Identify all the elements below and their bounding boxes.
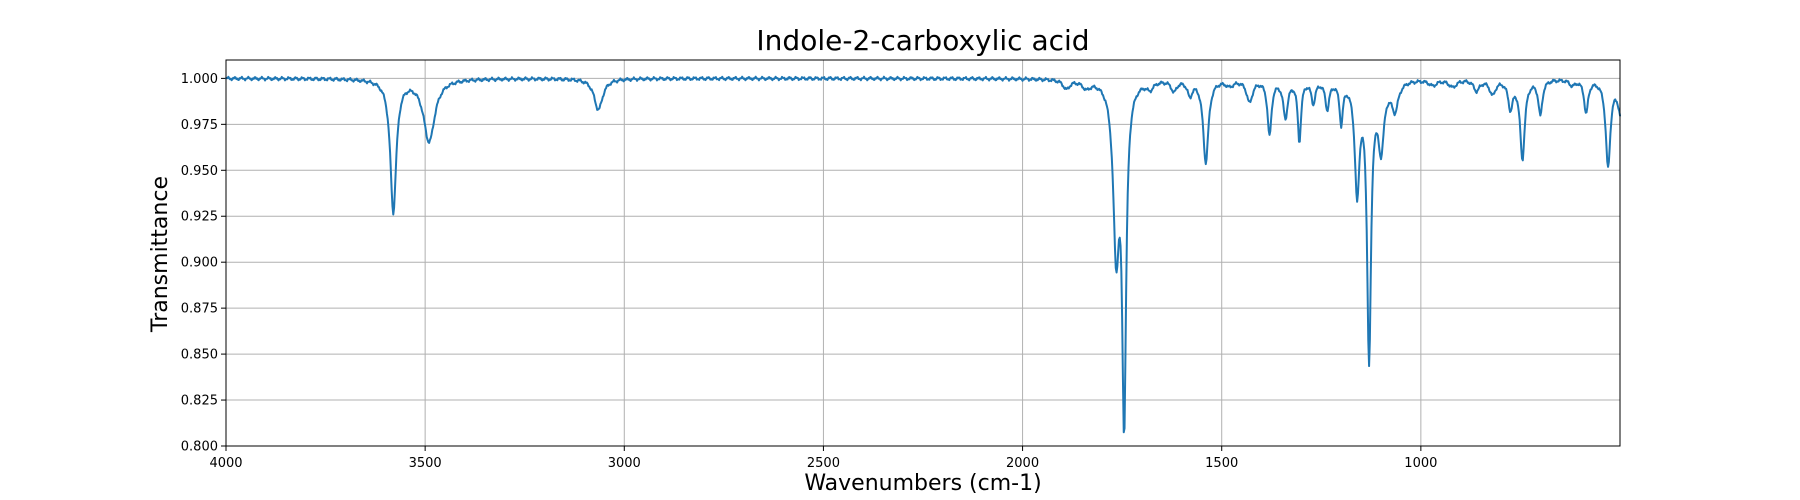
y-tick-label: 0.825 — [181, 394, 218, 409]
y-tick-label: 0.850 — [181, 348, 218, 363]
x-tick-label: 1000 — [1404, 456, 1437, 471]
x-tick-label: 3000 — [608, 456, 641, 471]
y-axis-label: Transmittance — [148, 176, 173, 333]
y-tick-label: 0.975 — [181, 118, 218, 133]
plot-frame — [225, 59, 1621, 447]
y-tick-label: 0.900 — [181, 256, 218, 271]
y-tick-label: 0.925 — [181, 210, 218, 225]
spectrum-line — [225, 75, 1621, 434]
y-tick-label: 0.800 — [181, 440, 218, 455]
y-tick-label: 1.000 — [181, 72, 218, 87]
y-tick-label: 0.875 — [181, 302, 218, 317]
x-tick-label: 2000 — [1006, 456, 1039, 471]
x-axis-label: Wavenumbers (cm-1) — [804, 471, 1041, 496]
x-tick-label: 3500 — [409, 456, 442, 471]
x-tick-label: 1500 — [1205, 456, 1238, 471]
y-tick-label: 0.950 — [181, 164, 218, 179]
ticks-layer: 4000 3500 3000 2500 2000 1500 1000 0.800 0.825 0.… — [181, 72, 1438, 471]
chart-title: Indole-2-carboxylic acid — [756, 24, 1089, 57]
x-tick-label: 4000 — [209, 456, 242, 471]
grid-layer — [225, 60, 1620, 447]
x-tick-label: 2500 — [807, 456, 840, 471]
